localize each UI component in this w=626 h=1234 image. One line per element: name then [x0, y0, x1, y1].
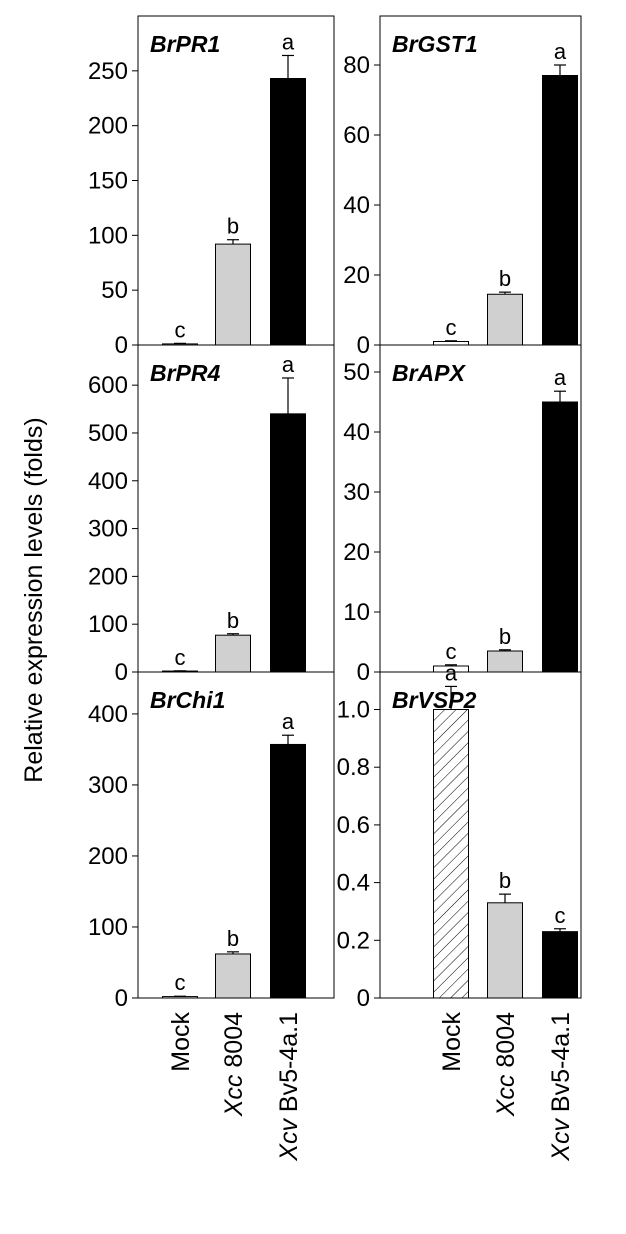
bar	[270, 743, 306, 999]
x-tick-label-rest: Bv5-4a.1	[547, 1012, 575, 1119]
significance-letter: c	[175, 645, 186, 670]
significance-letter: b	[227, 608, 239, 633]
y-tick-label: 300	[88, 516, 128, 543]
bar	[487, 650, 523, 673]
significance-letter: a	[282, 29, 295, 54]
bar	[542, 931, 578, 999]
panel-title: BrVSP2	[392, 687, 477, 713]
y-axis-label: Relative expression levels (folds)	[20, 417, 48, 782]
panel-title: BrPR1	[150, 31, 220, 57]
y-tick-label: 20	[343, 539, 370, 566]
y-tick-label: 0.8	[337, 754, 370, 781]
significance-letter: b	[227, 214, 239, 239]
y-tick-label: 200	[88, 113, 128, 140]
panel-title: BrGST1	[392, 31, 478, 57]
y-tick-label: 0.4	[337, 870, 370, 897]
x-tick-label-rest: 8004	[492, 1012, 520, 1075]
y-tick-label: 0	[357, 332, 370, 359]
y-tick-label: 400	[88, 468, 128, 495]
bar	[542, 401, 578, 673]
significance-letter: a	[282, 352, 295, 377]
y-tick-label: 150	[88, 168, 128, 195]
bar	[215, 634, 251, 673]
x-tick-label: Xcv Bv5-4a.1	[547, 1012, 575, 1162]
y-tick-label: 0.6	[337, 812, 370, 839]
y-tick-label: 30	[343, 479, 370, 506]
y-tick-label: 0	[115, 659, 128, 686]
y-tick-label: 0	[115, 985, 128, 1012]
x-tick-label: Xcv Bv5-4a.1	[275, 1012, 303, 1162]
y-tick-label: 100	[88, 914, 128, 941]
significance-letter: c	[175, 317, 186, 342]
y-tick-label: 1.0	[337, 697, 370, 724]
x-tick-label: Xcc 8004	[220, 1012, 248, 1117]
y-tick-label: 10	[343, 599, 370, 626]
significance-letter: a	[445, 660, 458, 685]
y-tick-label: 0.2	[337, 927, 370, 954]
x-tick-label: Mock	[167, 1012, 195, 1072]
y-tick-label: 0	[357, 659, 370, 686]
panel-title: BrAPX	[392, 360, 467, 386]
y-tick-label: 500	[88, 420, 128, 447]
bar	[433, 341, 469, 346]
y-tick-label: 20	[343, 262, 370, 289]
significance-letter: a	[554, 365, 567, 390]
x-tick-label-italic: Xcv	[547, 1118, 575, 1162]
x-tick-label-rest: 8004	[220, 1012, 248, 1075]
significance-letter: b	[499, 266, 511, 291]
significance-letter: b	[227, 926, 239, 951]
y-tick-label: 40	[343, 192, 370, 219]
bar	[542, 75, 578, 346]
y-tick-label: 0	[357, 985, 370, 1012]
significance-letter: c	[175, 970, 186, 995]
y-tick-label: 50	[343, 359, 370, 386]
y-tick-label: 250	[88, 58, 128, 85]
x-tick-label-italic: Xcc	[220, 1074, 248, 1117]
bar	[270, 78, 306, 346]
bar	[487, 293, 523, 346]
plot-frame	[137, 671, 335, 999]
bar	[270, 413, 306, 673]
y-tick-label: 200	[88, 563, 128, 590]
y-tick-label: 600	[88, 372, 128, 399]
significance-letter: c	[446, 315, 457, 340]
y-tick-label: 100	[88, 222, 128, 249]
significance-letter: a	[282, 709, 295, 734]
bar	[487, 902, 523, 999]
x-tick-label-italic: Xcc	[492, 1074, 520, 1117]
significance-letter: c	[446, 639, 457, 664]
x-tick-label: Mock	[438, 1012, 466, 1072]
y-tick-label: 50	[101, 277, 128, 304]
y-tick-label: 400	[88, 701, 128, 728]
y-tick-label: 300	[88, 772, 128, 799]
significance-letter: b	[499, 868, 511, 893]
bar	[215, 953, 251, 999]
bar	[215, 243, 251, 346]
significance-letter: a	[554, 39, 567, 64]
significance-letter: c	[555, 903, 566, 928]
panel-title: BrChi1	[150, 687, 225, 713]
x-tick-label-rest: Bv5-4a.1	[275, 1012, 303, 1119]
y-tick-label: 60	[343, 122, 370, 149]
plot-frame	[379, 671, 582, 999]
panel-title: BrPR4	[150, 360, 221, 386]
y-tick-label: 0	[115, 332, 128, 359]
y-tick-label: 200	[88, 843, 128, 870]
x-tick-label: Xcc 8004	[492, 1012, 520, 1117]
x-tick-label-italic: Xcv	[275, 1118, 303, 1162]
y-tick-label: 80	[343, 52, 370, 79]
significance-letter: b	[499, 624, 511, 649]
y-tick-label: 40	[343, 419, 370, 446]
y-tick-label: 100	[88, 611, 128, 638]
bar	[433, 709, 469, 999]
